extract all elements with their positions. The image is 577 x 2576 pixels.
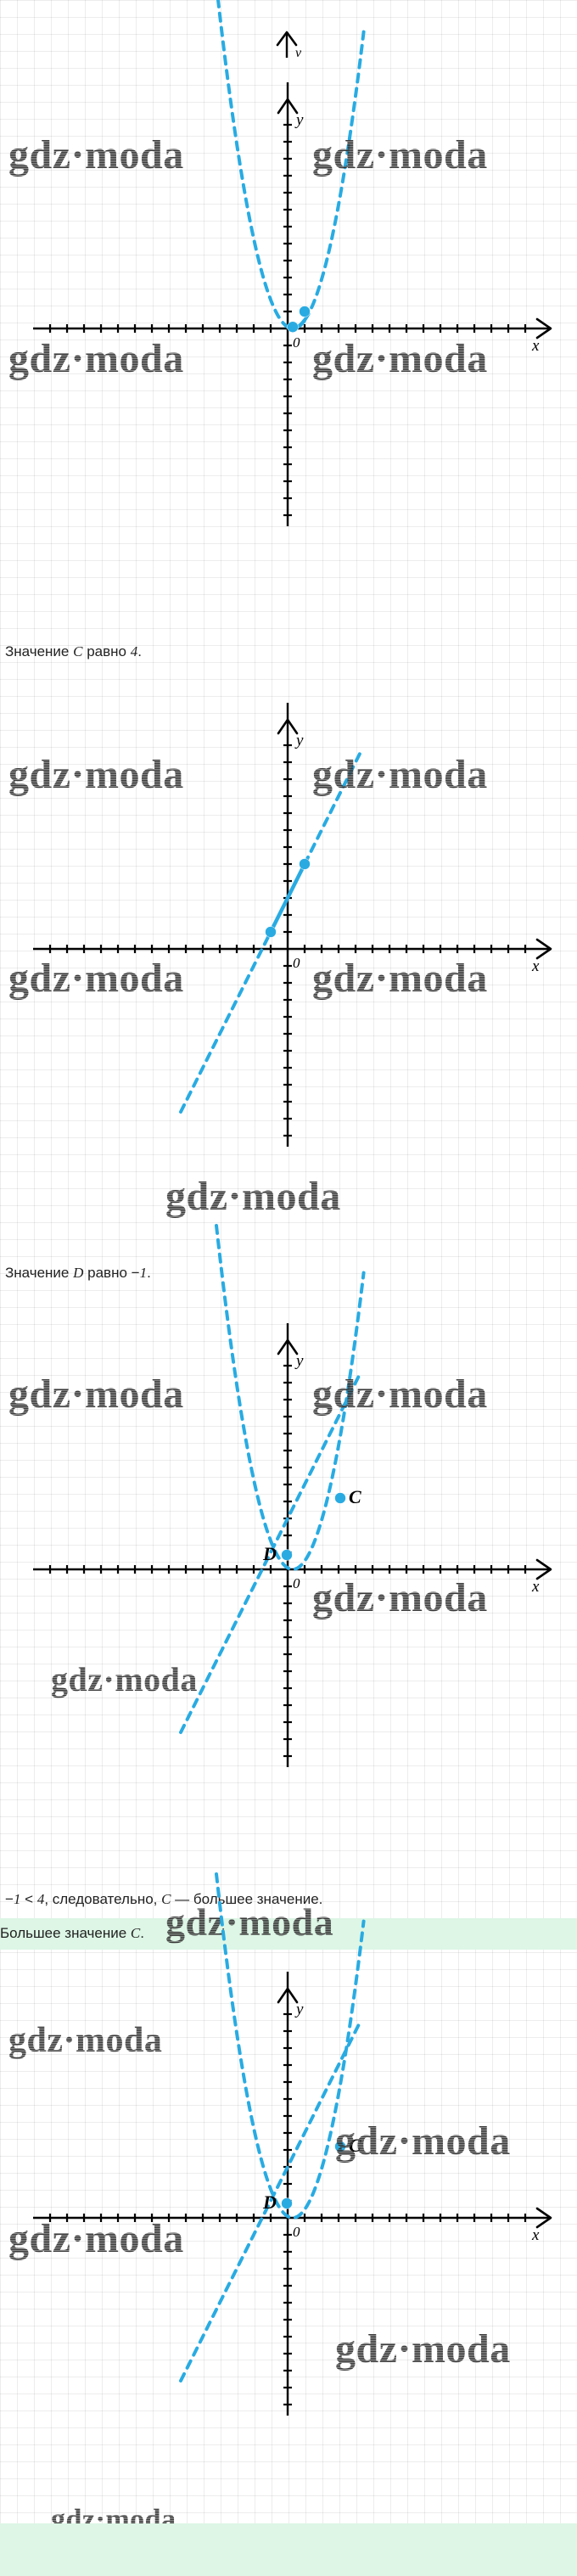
svg-text:y: y xyxy=(294,1352,304,1370)
svg-text:0: 0 xyxy=(293,955,300,971)
svg-text:0: 0 xyxy=(293,1575,300,1591)
svg-text:x: x xyxy=(531,2226,540,2244)
svg-text:D: D xyxy=(262,1543,277,1564)
svg-text:y: y xyxy=(294,2001,304,2018)
svg-text:y: y xyxy=(294,732,304,749)
svg-text:y: y xyxy=(294,111,304,129)
svg-text:x: x xyxy=(531,337,540,355)
svg-text:x: x xyxy=(531,1578,540,1596)
svg-text:x: x xyxy=(531,957,540,975)
svg-text:0: 0 xyxy=(293,334,300,351)
svg-text:0: 0 xyxy=(293,2224,300,2240)
svg-text:C: C xyxy=(349,1486,361,1507)
svg-text:D: D xyxy=(262,2192,277,2213)
